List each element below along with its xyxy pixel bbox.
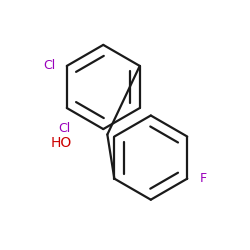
Text: HO: HO	[51, 136, 72, 150]
Text: Cl: Cl	[58, 122, 70, 134]
Text: F: F	[200, 172, 206, 185]
Text: Cl: Cl	[44, 60, 56, 72]
